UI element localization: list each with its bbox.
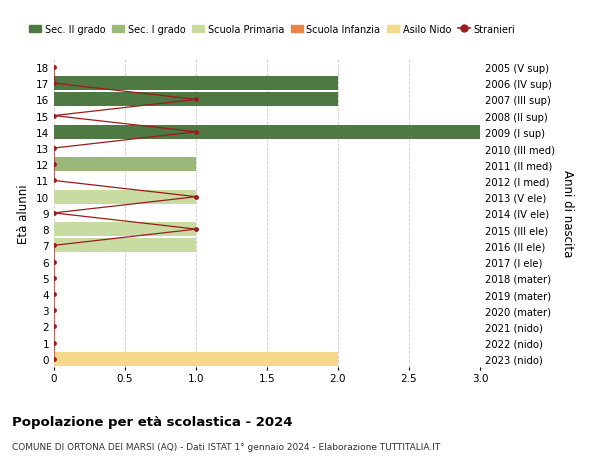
Y-axis label: Anni di nascita: Anni di nascita [562, 170, 574, 257]
Bar [54, 126, 480, 140]
Bar [54, 158, 196, 172]
Y-axis label: Età alunni: Età alunni [17, 184, 31, 243]
Bar [54, 239, 196, 253]
Text: COMUNE DI ORTONA DEI MARSI (AQ) - Dati ISTAT 1° gennaio 2024 - Elaborazione TUTT: COMUNE DI ORTONA DEI MARSI (AQ) - Dati I… [12, 442, 440, 451]
Text: Popolazione per età scolastica - 2024: Popolazione per età scolastica - 2024 [12, 415, 293, 428]
Bar [54, 352, 338, 366]
Bar [54, 93, 338, 107]
Legend: Sec. II grado, Sec. I grado, Scuola Primaria, Scuola Infanzia, Asilo Nido, Stran: Sec. II grado, Sec. I grado, Scuola Prim… [29, 24, 515, 34]
Bar [54, 223, 196, 236]
Bar [54, 77, 338, 91]
Bar [54, 190, 196, 204]
